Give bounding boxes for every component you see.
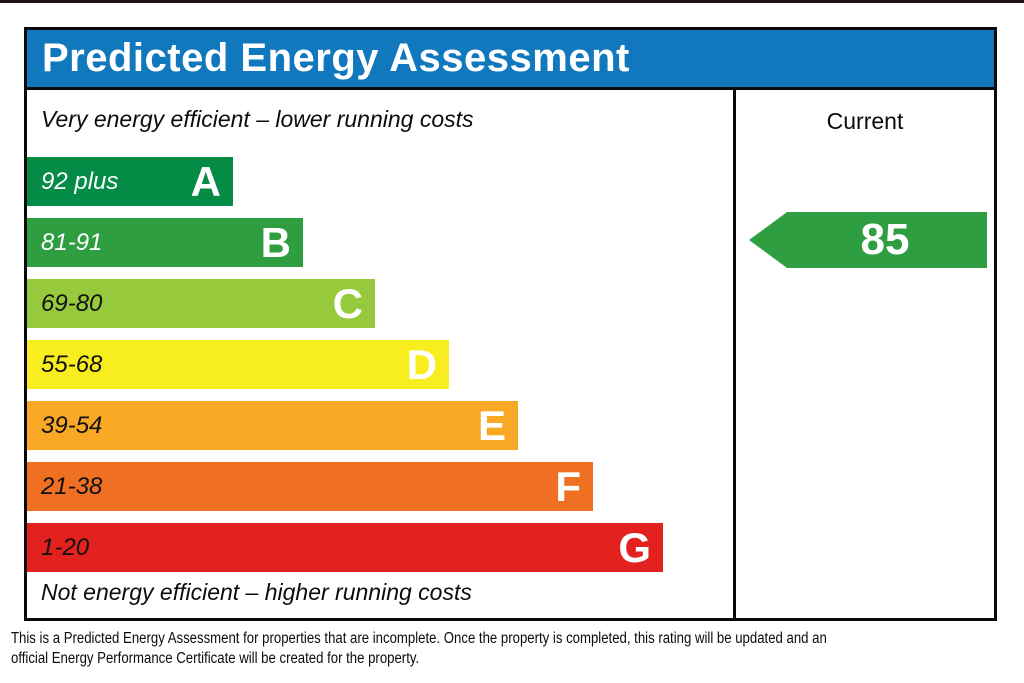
band-letter: F xyxy=(555,462,581,510)
disclaimer-text: This is a Predicted Energy Assessment fo… xyxy=(11,629,827,669)
current-rating-arrow: 85 xyxy=(749,212,987,268)
assessment-chart-frame: Predicted Energy Assessment Very energy … xyxy=(24,27,997,621)
band-row-D: 55-68 D xyxy=(27,340,449,389)
bottom-caption: Not energy efficient – higher running co… xyxy=(41,579,472,605)
band-letter: D xyxy=(406,340,437,388)
band-letter: A xyxy=(190,157,221,205)
band-row-E: 39-54 E xyxy=(27,401,518,450)
band-range-label: 69-80 xyxy=(41,289,103,317)
band-range-label: 81-91 xyxy=(41,228,103,256)
chart-header: Predicted Energy Assessment xyxy=(27,30,994,90)
chart-content: Very energy efficient – lower running co… xyxy=(27,90,994,618)
band-letter: C xyxy=(332,279,363,327)
disclaimer-line-2: official Energy Performance Certificate … xyxy=(11,650,420,667)
band-letter: B xyxy=(260,218,291,266)
top-caption: Very energy efficient – lower running co… xyxy=(41,106,474,132)
band-row-G: 1-20 G xyxy=(27,523,663,572)
rating-bands: 92 plus A 81-91 B 69-80 C 55-68 D 39-54 E 21-38 F 1-… xyxy=(27,157,733,584)
rating-bands-panel: Very energy efficient – lower running co… xyxy=(27,90,733,618)
disclaimer-line-1: This is a Predicted Energy Assessment fo… xyxy=(11,630,827,647)
band-row-B: 81-91 B xyxy=(27,218,303,267)
band-letter: E xyxy=(477,401,506,449)
band-row-C: 69-80 C xyxy=(27,279,375,328)
current-column-header: Current xyxy=(826,108,904,134)
band-range-label: 1-20 xyxy=(41,533,90,561)
band-row-A: 92 plus A xyxy=(27,157,233,206)
band-row-F: 21-38 F xyxy=(27,462,593,511)
band-letter: G xyxy=(618,523,651,571)
band-range-label: 21-38 xyxy=(41,472,103,500)
band-range-label: 55-68 xyxy=(41,350,103,378)
page-title: Predicted Energy Assessment xyxy=(42,36,630,80)
current-rating-column: Current 85 xyxy=(733,90,994,618)
band-range-label: 39-54 xyxy=(41,411,103,439)
scan-edge-line xyxy=(0,0,1024,3)
band-range-label: 92 plus xyxy=(41,167,119,195)
current-rating-value: 85 xyxy=(860,215,910,264)
